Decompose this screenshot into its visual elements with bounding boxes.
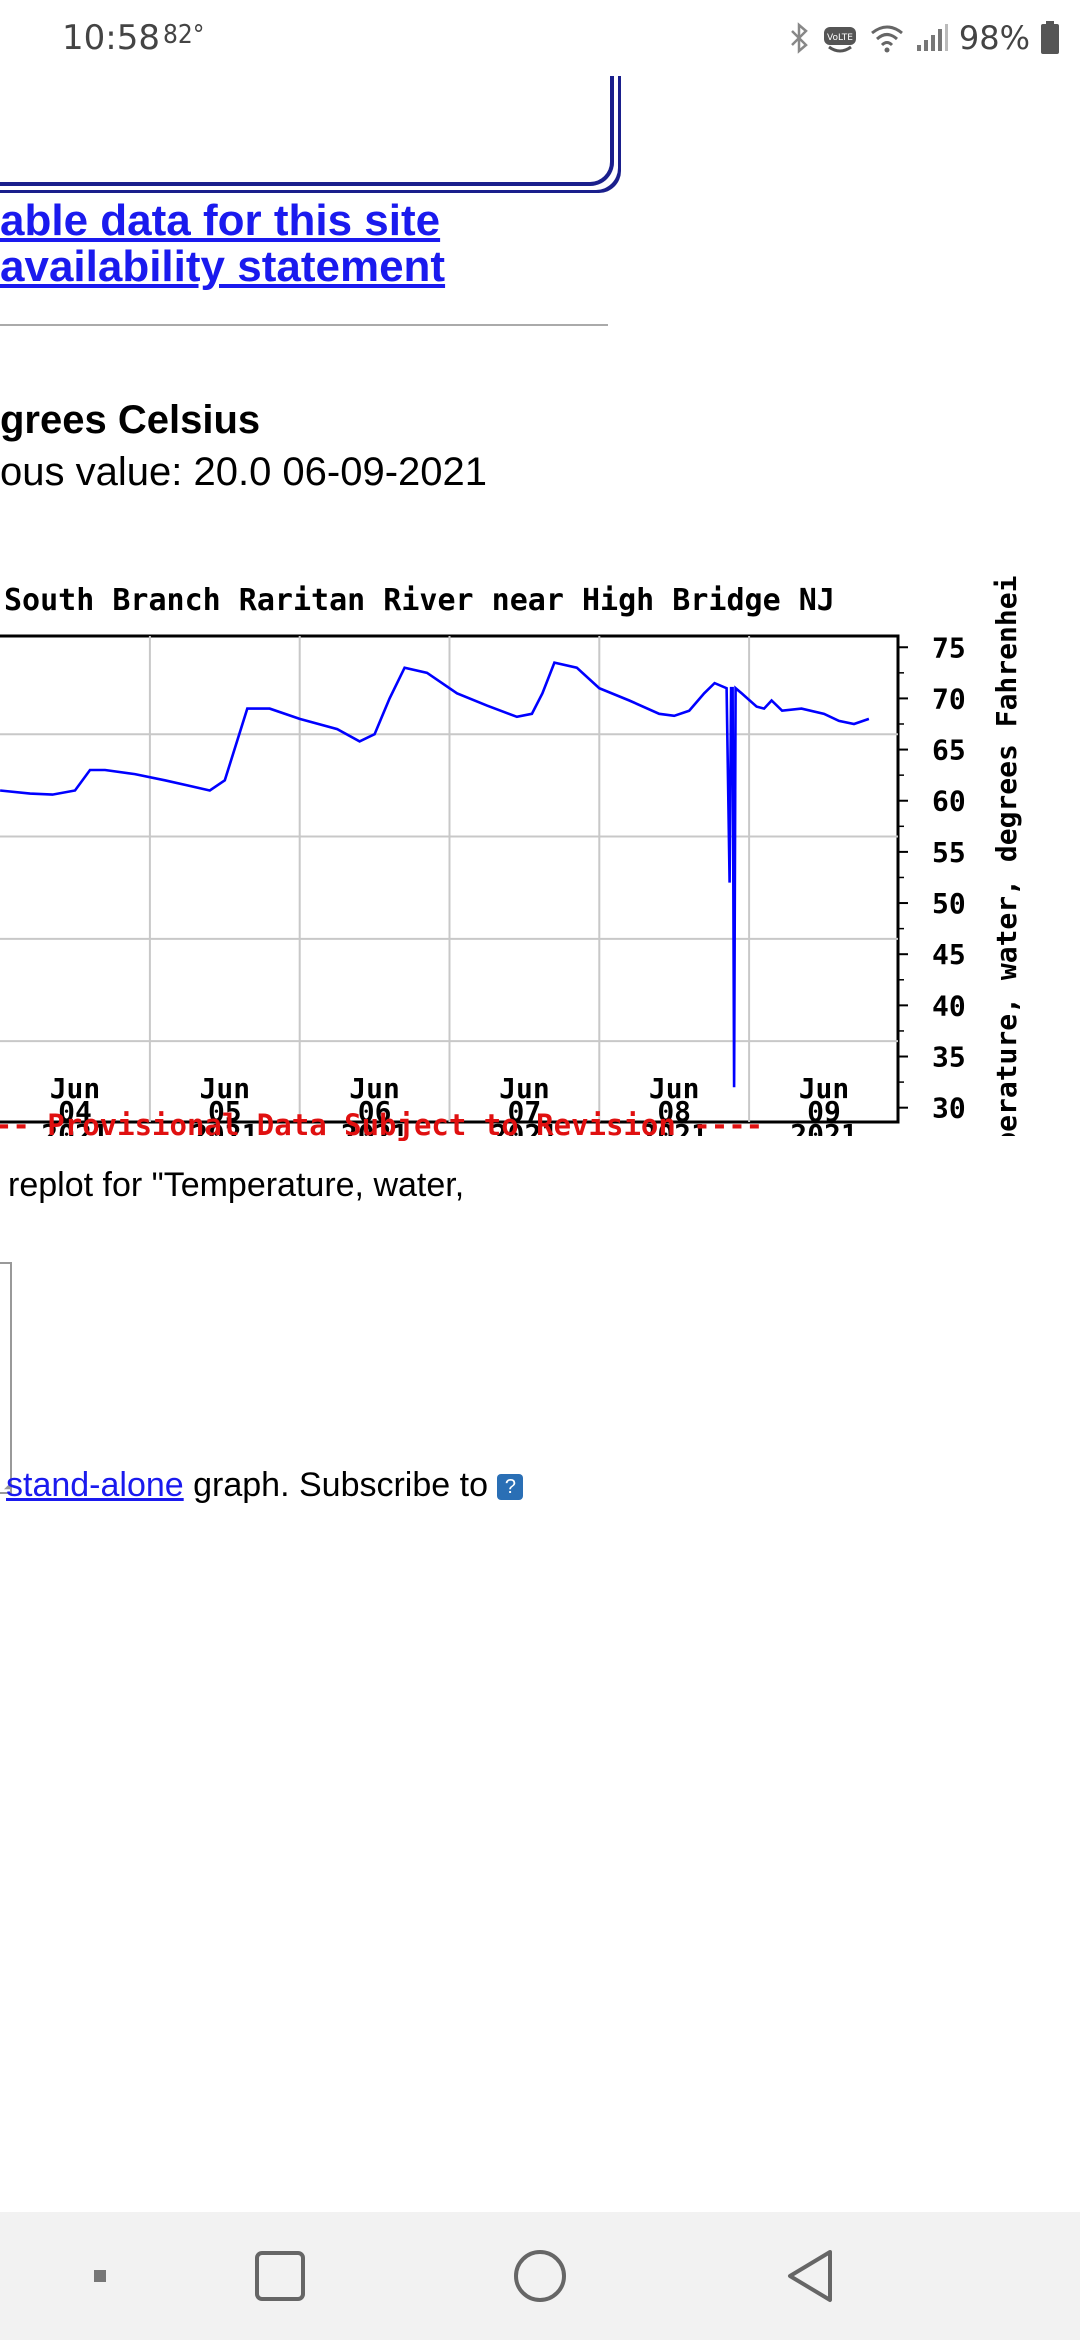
y-tick-label: 50 <box>932 887 966 920</box>
recents-icon <box>255 2251 305 2301</box>
replot-instructions: replot for "Temperature, water, <box>8 1166 465 1204</box>
x-tick-month: Jun <box>349 1072 400 1105</box>
x-tick-day: 04 <box>58 1095 92 1128</box>
most-recent-value: ous value: 20.0 06-09-2021 <box>0 450 488 494</box>
x-tick-day: 06 <box>358 1095 392 1128</box>
y-tick-label: 70 <box>932 682 966 715</box>
resize-grip-icon[interactable]: ◢ <box>4 1480 12 1491</box>
volte-icon: VoLTE <box>823 27 856 53</box>
y-axis: 75 70 65 60 55 50 45 40 35 30 <box>898 631 966 1125</box>
web-page: able data for this site availability sta… <box>0 76 1080 2212</box>
graph-text: graph. <box>183 1466 290 1504</box>
parameter-title: grees Celsius <box>0 398 261 442</box>
bluetooth-icon <box>790 22 808 54</box>
standalone-graph-link[interactable]: stand-alone <box>6 1466 184 1504</box>
wifi-icon <box>870 25 903 53</box>
replot-textarea[interactable] <box>0 1262 12 1494</box>
chart-svg: South Branch Raritan River near High Bri… <box>0 559 1023 1199</box>
y-tick-label: 35 <box>932 1041 966 1074</box>
status-weather-temp: 82° <box>163 20 205 50</box>
subscribe-text: Subscribe to <box>289 1466 498 1504</box>
plot-area <box>0 634 900 1124</box>
x-tick-month: Jun <box>50 1072 101 1105</box>
availability-statement-link[interactable]: availability statement <box>0 242 446 291</box>
header-frame-box <box>0 76 614 186</box>
provisional-note-text: ---- Provisional Data Subject to Revisio… <box>0 1108 764 1142</box>
y-tick-label: 40 <box>932 989 966 1022</box>
chart-title: South Branch Raritan River near High Bri… <box>4 583 835 618</box>
status-time: 10:58 <box>62 18 160 58</box>
battery-percent: 98% <box>958 19 1030 57</box>
x-tick-month: Jun <box>499 1072 550 1105</box>
status-icons: VoLTE 98% <box>789 14 1060 62</box>
bottom-links: stand-alone graph. Subscribe to ? <box>6 1466 524 1505</box>
back-icon <box>788 2250 832 2302</box>
y-tick-label: 45 <box>932 938 966 971</box>
y-axis-label: Temperature, water, degrees Fahrenheit <box>990 576 1023 1136</box>
screenshot-dot-button[interactable] <box>60 2212 140 2340</box>
x-tick-day: 09 <box>807 1095 841 1128</box>
y-tick-label: 55 <box>932 836 966 869</box>
battery-icon <box>1041 21 1059 54</box>
svg-text:VoLTE: VoLTE <box>827 33 853 43</box>
help-icon[interactable]: ? <box>497 1474 524 1501</box>
y-tick-label: 65 <box>932 734 966 767</box>
series-line-water-temperature <box>0 661 870 1088</box>
signal-icon <box>916 24 948 51</box>
system-nav-bar <box>0 2212 1080 2340</box>
recents-button[interactable] <box>230 2212 330 2340</box>
available-data-link[interactable]: able data for this site <box>0 196 441 245</box>
x-tick-month: Jun <box>799 1072 850 1105</box>
temperature-graph: South Branch Raritan River near High Bri… <box>0 559 1080 1199</box>
x-tick-day: 07 <box>508 1095 542 1128</box>
x-tick-month: Jun <box>200 1072 251 1105</box>
y-tick-label: 60 <box>932 785 966 818</box>
grid <box>0 636 898 1122</box>
y-tick-label: 75 <box>932 631 966 664</box>
back-button[interactable] <box>760 2212 860 2340</box>
x-tick-day: 08 <box>657 1095 691 1128</box>
square-dot-icon <box>94 2270 106 2282</box>
y-tick-label: 30 <box>932 1092 966 1125</box>
x-tick-day: 05 <box>208 1095 242 1128</box>
x-tick-month: Jun <box>649 1072 700 1105</box>
status-bar: 10:58 82° VoLTE 98% <box>0 0 1080 76</box>
home-icon <box>514 2250 566 2302</box>
divider <box>0 324 608 326</box>
provisional-data-note: ---- Provisional Data Subject to Revisio… <box>0 1108 803 1142</box>
home-button[interactable] <box>490 2212 590 2340</box>
